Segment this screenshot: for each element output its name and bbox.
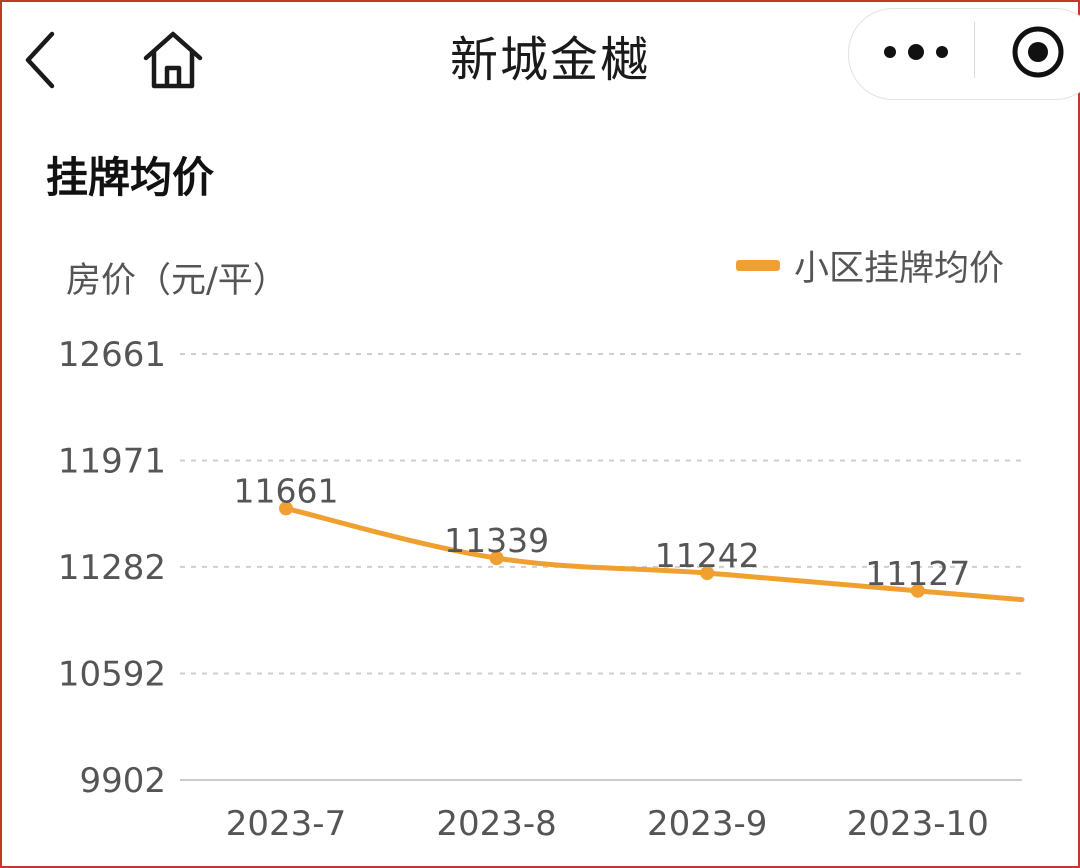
price-line-chart: 房价（元/平） 小区挂牌均价 126611197111282105929902 …: [58, 249, 1025, 844]
x-tick-label: 2023-9: [647, 804, 767, 844]
data-point: [489, 551, 504, 566]
data-point: [910, 583, 925, 598]
target-circle-icon[interactable]: [1006, 22, 1070, 82]
series-line: [283, 505, 1025, 603]
y-tick-label: 10592: [58, 654, 166, 694]
home-icon[interactable]: [140, 28, 206, 92]
y-axis-label: 房价（元/平）: [66, 261, 288, 301]
y-tick-label: 11282: [58, 548, 166, 588]
data-point: [279, 501, 293, 516]
more-dots-icon[interactable]: [878, 28, 954, 76]
nav-bar: 新城金樾: [0, 0, 1080, 120]
data-label: 11339: [444, 521, 549, 560]
data-label: 11127: [865, 554, 970, 593]
y-tick-label: 12661: [58, 335, 166, 375]
y-tick-label: 9902: [79, 761, 166, 801]
capsule-divider: [974, 22, 975, 78]
legend-label: 小区挂牌均价: [794, 249, 1004, 289]
data-label: 11242: [655, 536, 760, 575]
data-label: 11661: [234, 471, 339, 510]
legend-swatch: [736, 260, 780, 271]
data-point: [700, 566, 715, 581]
x-tick-label: 2023-10: [847, 804, 989, 844]
page-title: 新城金樾: [449, 32, 650, 88]
legend: 小区挂牌均价: [736, 249, 1004, 289]
x-tick-label: 2023-8: [436, 804, 556, 844]
chevron-left-icon[interactable]: [20, 28, 60, 92]
x-tick-label: 2023-7: [226, 804, 346, 844]
section-title: 挂牌均价: [46, 153, 215, 202]
y-tick-label: 11971: [58, 442, 166, 482]
